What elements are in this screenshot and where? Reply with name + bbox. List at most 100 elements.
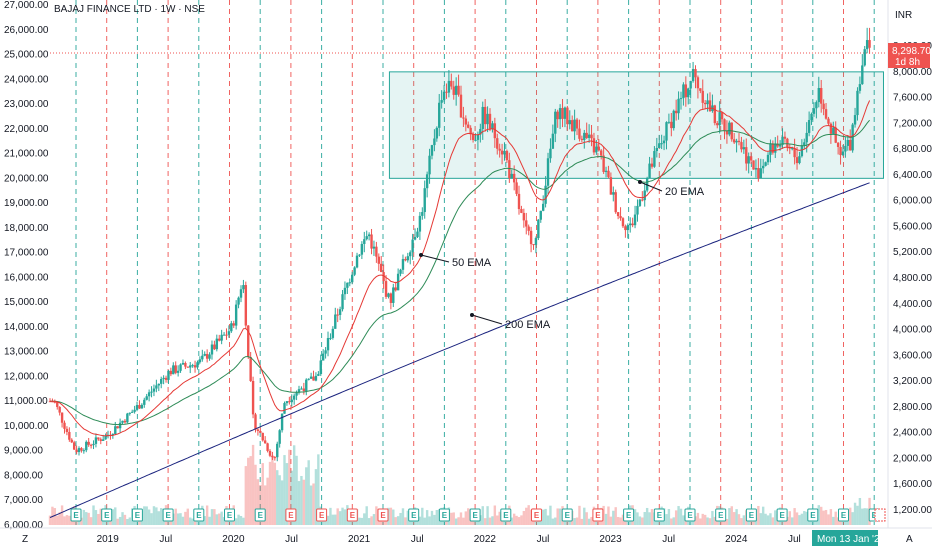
consolidation-zone — [388, 71, 884, 179]
volume-bar — [425, 510, 429, 525]
candle-body — [60, 412, 64, 423]
candle-body — [218, 338, 221, 341]
ema-20-line — [50, 100, 871, 437]
volume-bar — [774, 510, 777, 525]
candle-body — [525, 220, 528, 227]
volume-bar — [793, 508, 796, 525]
volume-bar — [392, 509, 395, 525]
cycle-lines — [75, 0, 875, 525]
candle-body — [549, 148, 552, 159]
volume-bar — [63, 516, 66, 525]
candle-body — [790, 148, 794, 150]
candle-body — [544, 185, 547, 204]
candle-body — [774, 144, 777, 153]
volume-bar — [297, 481, 301, 525]
volume-bar — [123, 514, 127, 525]
candle-body — [691, 69, 695, 82]
volume-bar — [699, 518, 702, 525]
candle-body — [341, 294, 344, 310]
candle-body — [865, 40, 869, 50]
volume-bar — [111, 509, 115, 525]
volume-bar — [184, 511, 187, 525]
volume-bar — [587, 518, 591, 525]
volume-bar — [48, 515, 52, 525]
candle-body — [689, 81, 692, 89]
price-badge — [888, 43, 930, 68]
candle-body — [430, 145, 434, 156]
candle-body — [696, 77, 700, 89]
volume-bar — [331, 514, 335, 525]
candle-body — [198, 359, 202, 363]
candle-body — [682, 84, 685, 99]
candle-body — [624, 226, 627, 231]
volume-bar — [242, 517, 245, 525]
candle-body — [737, 140, 741, 143]
candle-body — [268, 450, 272, 456]
volume-bar — [578, 505, 581, 525]
volume-bar — [273, 462, 277, 525]
candle-body — [135, 405, 139, 410]
earnings-marker-label: E — [411, 511, 417, 520]
volume-bar — [418, 516, 422, 525]
candle-body — [587, 134, 591, 138]
time-axis-tick: 2023 — [599, 534, 622, 545]
volume-bar — [520, 515, 523, 525]
candle-body — [140, 404, 144, 409]
candle-body — [660, 143, 663, 145]
candle-body — [788, 147, 791, 149]
candle-body — [283, 403, 286, 414]
auto-scale-toggle[interactable]: A — [906, 534, 913, 545]
candle-body — [423, 188, 426, 213]
candle-body — [360, 243, 364, 255]
earnings-marker — [623, 508, 635, 522]
right-axis-tick: 3,600.00 — [893, 350, 932, 361]
volume-bar — [696, 512, 700, 525]
left-axis-tick: 6,000.00 — [4, 520, 43, 531]
candle-body — [600, 150, 603, 156]
volume-bar — [633, 509, 637, 525]
volume-bar — [406, 510, 410, 525]
volume-bar — [525, 507, 528, 525]
volume-bar — [138, 518, 141, 525]
volume-bar — [307, 460, 310, 525]
volume-bar — [558, 508, 562, 525]
candle-body — [781, 136, 784, 145]
volume-bar — [481, 506, 484, 525]
volume-bar — [358, 517, 361, 525]
annotation-label: 20 EMA — [665, 186, 705, 198]
volume-bar — [757, 505, 760, 525]
candle-body — [251, 381, 255, 415]
candle-body — [256, 429, 260, 431]
volume-bar — [853, 502, 857, 525]
right-axis-tick: 5,200.00 — [893, 247, 932, 258]
volume-bar — [97, 513, 100, 525]
volume-bar — [517, 517, 521, 525]
candle-body — [493, 123, 497, 139]
volume-bar — [145, 506, 148, 525]
candle-body — [464, 118, 468, 125]
earnings-marker-label: E — [780, 511, 786, 520]
candle-body — [745, 147, 748, 164]
volume-bar — [817, 505, 820, 525]
candle-body — [208, 354, 211, 359]
candle-body — [160, 378, 163, 384]
candle-body — [856, 90, 859, 116]
volume-bar — [607, 506, 610, 525]
volume-bar — [467, 508, 470, 525]
left-axis-tick: 17,000.00 — [4, 248, 49, 259]
earnings-marker — [346, 508, 358, 522]
candle-body — [609, 177, 613, 195]
timezone-toggle[interactable]: Z — [22, 534, 28, 545]
candle-body — [181, 362, 185, 365]
candle-body — [570, 120, 574, 132]
volume-bar — [222, 517, 226, 525]
candle-body — [239, 289, 243, 298]
candle-body — [718, 112, 721, 126]
volume-bar — [573, 518, 576, 525]
candle-body — [764, 162, 767, 166]
candle-body — [242, 285, 245, 290]
candle-body — [858, 84, 862, 91]
volume-bar — [271, 455, 274, 525]
candle-body — [462, 117, 465, 119]
